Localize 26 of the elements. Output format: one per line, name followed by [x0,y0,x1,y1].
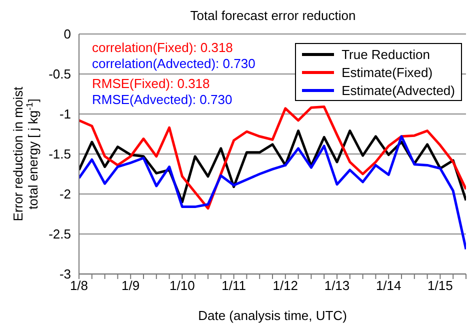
legend-label: True Reduction [342,46,430,62]
y-tick-label: -3 [59,266,71,282]
x-tick-label: 1/10 [170,278,195,294]
y-tick-label: -1.5 [48,146,71,162]
line-series [79,135,466,250]
x-tick-label: 1/14 [376,278,402,294]
x-tick-label: 1/15 [428,278,453,294]
y-tick-label: 0 [64,26,71,42]
x-tick-label: 1/8 [70,278,88,294]
y-tick-label: -2 [59,186,71,202]
line-series [79,106,466,210]
y-tick-label: -0.5 [48,66,71,82]
x-tick-label: 1/13 [324,278,350,294]
chart-title: Total forecast error reduction [189,8,357,23]
x-axis-title: Date (analysis time, UTC) [198,308,347,323]
x-tick-label: 1/11 [222,278,246,294]
x-tick-label: 1/12 [272,278,298,294]
annotation: RMSE(Fixed): 0.318 [92,76,211,92]
legend-label: Estimate(Fixed) [342,64,433,80]
x-tick-label: 1/9 [122,278,140,294]
annotation: correlation(Advected): 0.730 [92,56,256,71]
annotation: correlation(Fixed): 0.318 [92,40,234,56]
y-tick-label: -1 [59,106,71,122]
annotation: RMSE(Advected): 0.730 [92,92,234,107]
y-tick-label: -2.5 [48,226,71,242]
legend-label: Estimate(Advected) [342,82,455,98]
